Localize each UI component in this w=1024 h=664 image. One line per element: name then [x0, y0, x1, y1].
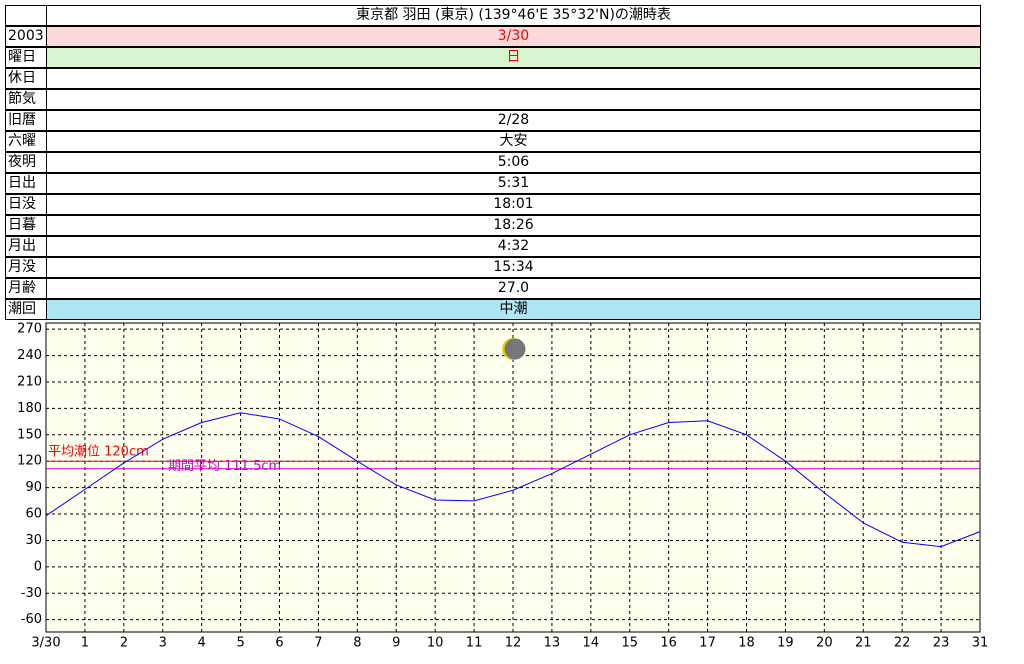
row-value [46, 89, 981, 110]
x-tick-label: 1 [81, 636, 89, 651]
row-value: 5:31 [46, 173, 981, 194]
y-tick-label: 150 [17, 427, 42, 442]
tide-line [45, 412, 981, 548]
row-value: 4:32 [46, 236, 981, 257]
x-tick-label: 11 [466, 636, 483, 651]
x-tick-label: 13 [544, 636, 561, 651]
x-tick-label: 7 [314, 636, 322, 651]
y-tick-label: 0 [34, 559, 42, 574]
x-tick-label: 16 [660, 636, 677, 651]
y-tick-label: -60 [21, 612, 42, 627]
x-tick-label: 6 [275, 636, 283, 651]
x-tick-label: 17 [699, 636, 716, 651]
y-tick-label: -30 [21, 586, 42, 601]
x-tick-label: 21 [855, 636, 872, 651]
x-tick-label: 18 [738, 636, 755, 651]
row-value [46, 68, 981, 89]
y-tick-label: 60 [25, 507, 42, 522]
reference-label: 平均潮位 120cm [48, 445, 149, 460]
row-value: 5:06 [46, 152, 981, 173]
x-tick-label: 31 [972, 636, 989, 651]
plot-area [45, 322, 981, 633]
x-tick-label: 4 [198, 636, 206, 651]
row-value: 大安 [46, 131, 981, 152]
x-tick-label: 3 [159, 636, 167, 651]
x-tick-label: 8 [353, 636, 361, 651]
y-tick-label: 240 [17, 348, 42, 363]
reference-label: 期間平均 111.5cm [168, 459, 281, 474]
x-tick-label: 2 [120, 636, 128, 651]
row-value: 日 [46, 47, 981, 68]
moon-icon [502, 338, 526, 360]
y-tick-label: 120 [17, 454, 42, 469]
row-value: 27.0 [46, 278, 981, 299]
x-tick-label: 15 [621, 636, 638, 651]
x-tick-label: 12 [505, 636, 522, 651]
x-tick-label: 22 [894, 636, 911, 651]
y-tick-label: 270 [17, 322, 42, 337]
x-tick-label: 9 [392, 636, 400, 651]
corner-cell [5, 5, 47, 26]
row-value: 18:01 [46, 194, 981, 215]
y-tick-label: 30 [25, 533, 42, 548]
x-tick-label: 20 [816, 636, 833, 651]
row-value: 中潮 [46, 299, 981, 320]
x-tick-label: 19 [777, 636, 794, 651]
y-tick-label: 90 [25, 480, 42, 495]
y-tick-label: 180 [17, 401, 42, 416]
x-tick-label: 3/30 [31, 636, 60, 651]
x-tick-label: 14 [583, 636, 600, 651]
x-tick-label: 10 [427, 636, 444, 651]
row-value: 2/28 [46, 110, 981, 131]
row-value: 18:26 [46, 215, 981, 236]
row-value: 3/30 [46, 26, 981, 47]
x-tick-label: 23 [933, 636, 950, 651]
row-value: 15:34 [46, 257, 981, 278]
y-tick-label: 210 [17, 374, 42, 389]
x-tick-label: 5 [236, 636, 244, 651]
